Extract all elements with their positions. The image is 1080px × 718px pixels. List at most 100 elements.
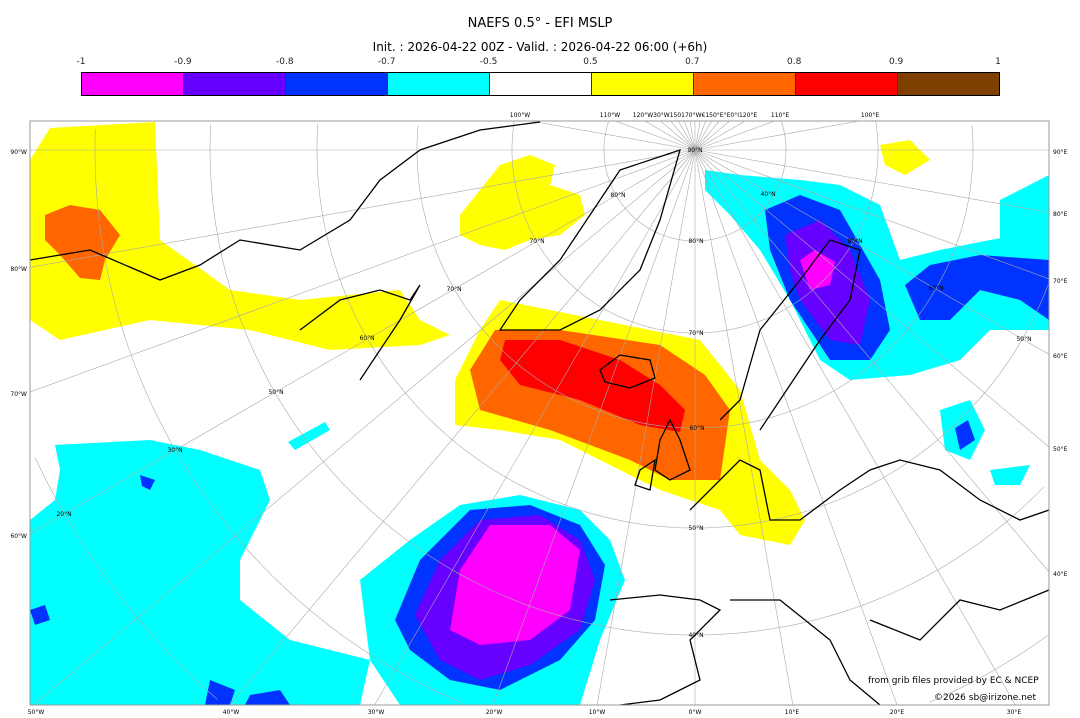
meridian-line xyxy=(374,149,696,705)
colorbar-swatch xyxy=(898,73,999,95)
meridian-line xyxy=(30,149,696,535)
coordinate-label: 60°N xyxy=(689,425,704,432)
meridian-line xyxy=(30,149,696,393)
colorbar-tick-label: -0.8 xyxy=(275,57,294,67)
efi-area-cyan xyxy=(288,422,330,450)
meridian-line xyxy=(615,121,696,151)
colorbar-swatch xyxy=(592,73,694,95)
meridian-line xyxy=(694,149,1049,448)
coordinate-label: 90°W xyxy=(10,149,27,156)
colorbar-swatch xyxy=(82,73,184,95)
efi-area-blue xyxy=(30,605,50,625)
meridian-line xyxy=(694,121,712,151)
coordinate-label: 50°N xyxy=(268,389,283,396)
coordinate-label: 60°N xyxy=(359,335,374,342)
meridian-line xyxy=(694,121,746,151)
colorbar-tick-label: 0.5 xyxy=(583,57,598,67)
coordinate-label: 50°N xyxy=(1016,336,1031,343)
coordinate-label: 50°W xyxy=(28,709,45,716)
colorbar-swatch xyxy=(286,73,388,95)
colorbar-swatch xyxy=(490,73,592,95)
coordinate-label: 70°N xyxy=(446,286,461,293)
coordinate-label: 90°E xyxy=(1053,149,1068,156)
coordinate-label: 110°E xyxy=(771,112,789,119)
map-subtitle: Init. : 2026-04-22 00Z - Valid. : 2026-0… xyxy=(372,40,708,54)
coordinate-label: 40°W xyxy=(223,709,240,716)
coordinate-label: 0°W xyxy=(689,709,702,716)
coordinate-label: 10°W xyxy=(589,709,606,716)
meridian-line xyxy=(694,121,860,151)
map-frame xyxy=(29,120,1050,706)
efi-area-yellow xyxy=(880,140,930,175)
latitude-circle xyxy=(34,457,218,700)
meridian-line xyxy=(30,149,696,268)
meridian-line xyxy=(694,149,898,705)
coordinate-label: 20°E xyxy=(890,709,905,716)
coordinate-label: 40°N xyxy=(688,632,703,639)
meridian-line xyxy=(694,149,1049,355)
copyright: ©2026 sb@irizone.net xyxy=(934,693,1036,703)
latitude-circle xyxy=(971,125,974,150)
meridian-line xyxy=(694,121,720,151)
efi-area-cyan xyxy=(990,465,1030,485)
latitude-circle xyxy=(603,121,787,242)
coordinate-label: 80°E xyxy=(1053,211,1068,218)
meridian-line xyxy=(33,149,696,705)
coordinate-label: 30°E xyxy=(1007,709,1022,716)
latitude-circle xyxy=(511,121,879,334)
coordinate-label: 70°N xyxy=(688,330,703,337)
coordinate-label: 100°W xyxy=(510,112,530,119)
coordinate-label: 80°N xyxy=(688,238,703,245)
coordinate-label: 20°W xyxy=(486,709,503,716)
coordinate-label: 80°N xyxy=(610,192,625,199)
meridian-line xyxy=(229,149,696,705)
efi-area-blue xyxy=(140,475,155,490)
efi-area-blue xyxy=(245,690,290,705)
meridian-line xyxy=(694,121,706,151)
meridian-line xyxy=(670,121,696,151)
meridian-line xyxy=(684,121,696,151)
meridian-line xyxy=(596,149,696,705)
coordinate-label: 120°W30°W150170°W€150°E°E0°I120°E xyxy=(633,112,758,119)
latitude-circle xyxy=(781,121,787,150)
coordinate-label: 70°E xyxy=(1053,278,1068,285)
efi-field xyxy=(30,121,1049,705)
coastlines xyxy=(30,121,1049,705)
colorbar-tick-label: 0.9 xyxy=(888,57,904,67)
coordinate-label: 60°W xyxy=(10,533,27,540)
meridian-line xyxy=(660,121,696,151)
colorbar-tick-label: -0.7 xyxy=(377,57,396,67)
latitude-circle xyxy=(929,635,1048,703)
latitude-circle xyxy=(416,125,974,429)
colorbar xyxy=(81,72,1000,96)
meridian-line xyxy=(694,121,701,151)
colorbar-tick-label: -1 xyxy=(76,57,86,67)
coordinate-label: 60°E xyxy=(1053,353,1068,360)
meridian-line xyxy=(694,149,1049,573)
colorbar-swatch xyxy=(796,73,898,95)
colorbar-tick-label: 1 xyxy=(995,57,1001,67)
efi-area-yellow xyxy=(30,122,450,350)
coordinate-label: 100°E xyxy=(861,112,879,119)
axis-labels: 90°W 80°W 70°W 60°W 90°E 80°E 70°E 60°E 50°E 40°E… xyxy=(10,112,1067,716)
meridian-line xyxy=(644,121,696,151)
coordinate-label: 30°N xyxy=(167,447,182,454)
meridian-line xyxy=(678,121,696,151)
coordinate-label: 30°W xyxy=(368,709,385,716)
source-credit: from grib files provided by EC & NCEP xyxy=(868,676,1039,686)
coordinate-label: 90°N xyxy=(687,147,702,154)
coordinate-label: 50°N xyxy=(688,525,703,532)
meridian-line xyxy=(694,149,1049,280)
coordinate-label: 40°E xyxy=(1053,571,1068,578)
meridian-line xyxy=(694,121,775,151)
efi-area-cyan xyxy=(1000,175,1049,245)
efi-area-blue xyxy=(905,255,1049,320)
efi-area-yellow xyxy=(460,155,585,250)
colorbar-tick-label: 0.8 xyxy=(787,57,802,67)
coordinate-label: 60°N xyxy=(928,285,943,292)
colorbar-tick-label: -0.9 xyxy=(174,57,192,67)
colorbar-swatch xyxy=(694,73,796,95)
latitude-circle xyxy=(875,121,879,150)
